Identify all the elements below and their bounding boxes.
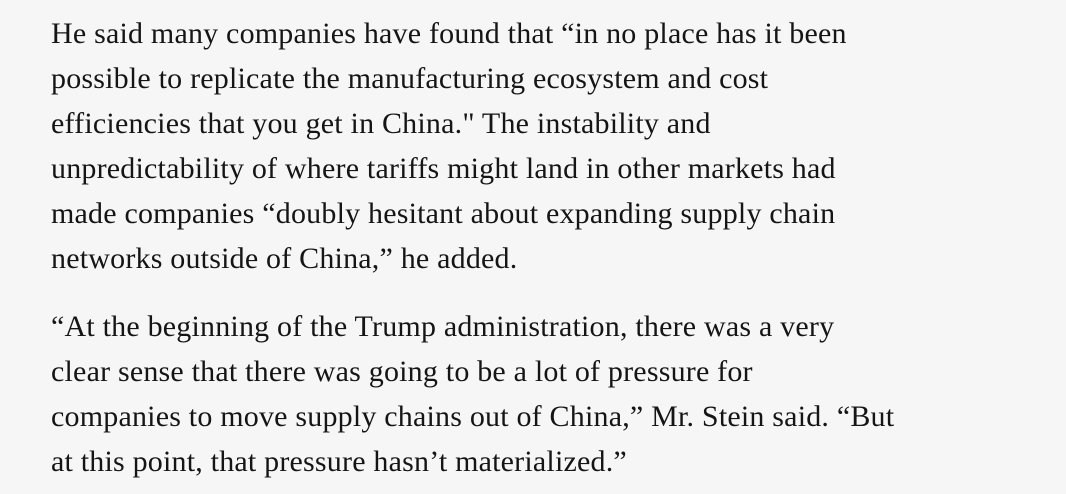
text-line: companies to move supply chains out of C… <box>51 400 895 433</box>
text-line: clear sense that there was going to be a… <box>51 355 753 388</box>
text-line: possible to replicate the manufacturing … <box>51 62 769 95</box>
text-line: made companies “doubly hesitant about ex… <box>51 197 836 230</box>
text-line: at this point, that pressure hasn’t mate… <box>51 445 627 478</box>
text-line: “At the beginning of the Trump administr… <box>51 310 835 343</box>
text-line: He said many companies have found that “… <box>51 17 847 50</box>
text-line: networks outside of China,” he added. <box>51 242 518 275</box>
text-line: unpredictability of where tariffs might … <box>51 152 836 185</box>
text-line: efficiencies that you get in China." The… <box>51 107 711 140</box>
